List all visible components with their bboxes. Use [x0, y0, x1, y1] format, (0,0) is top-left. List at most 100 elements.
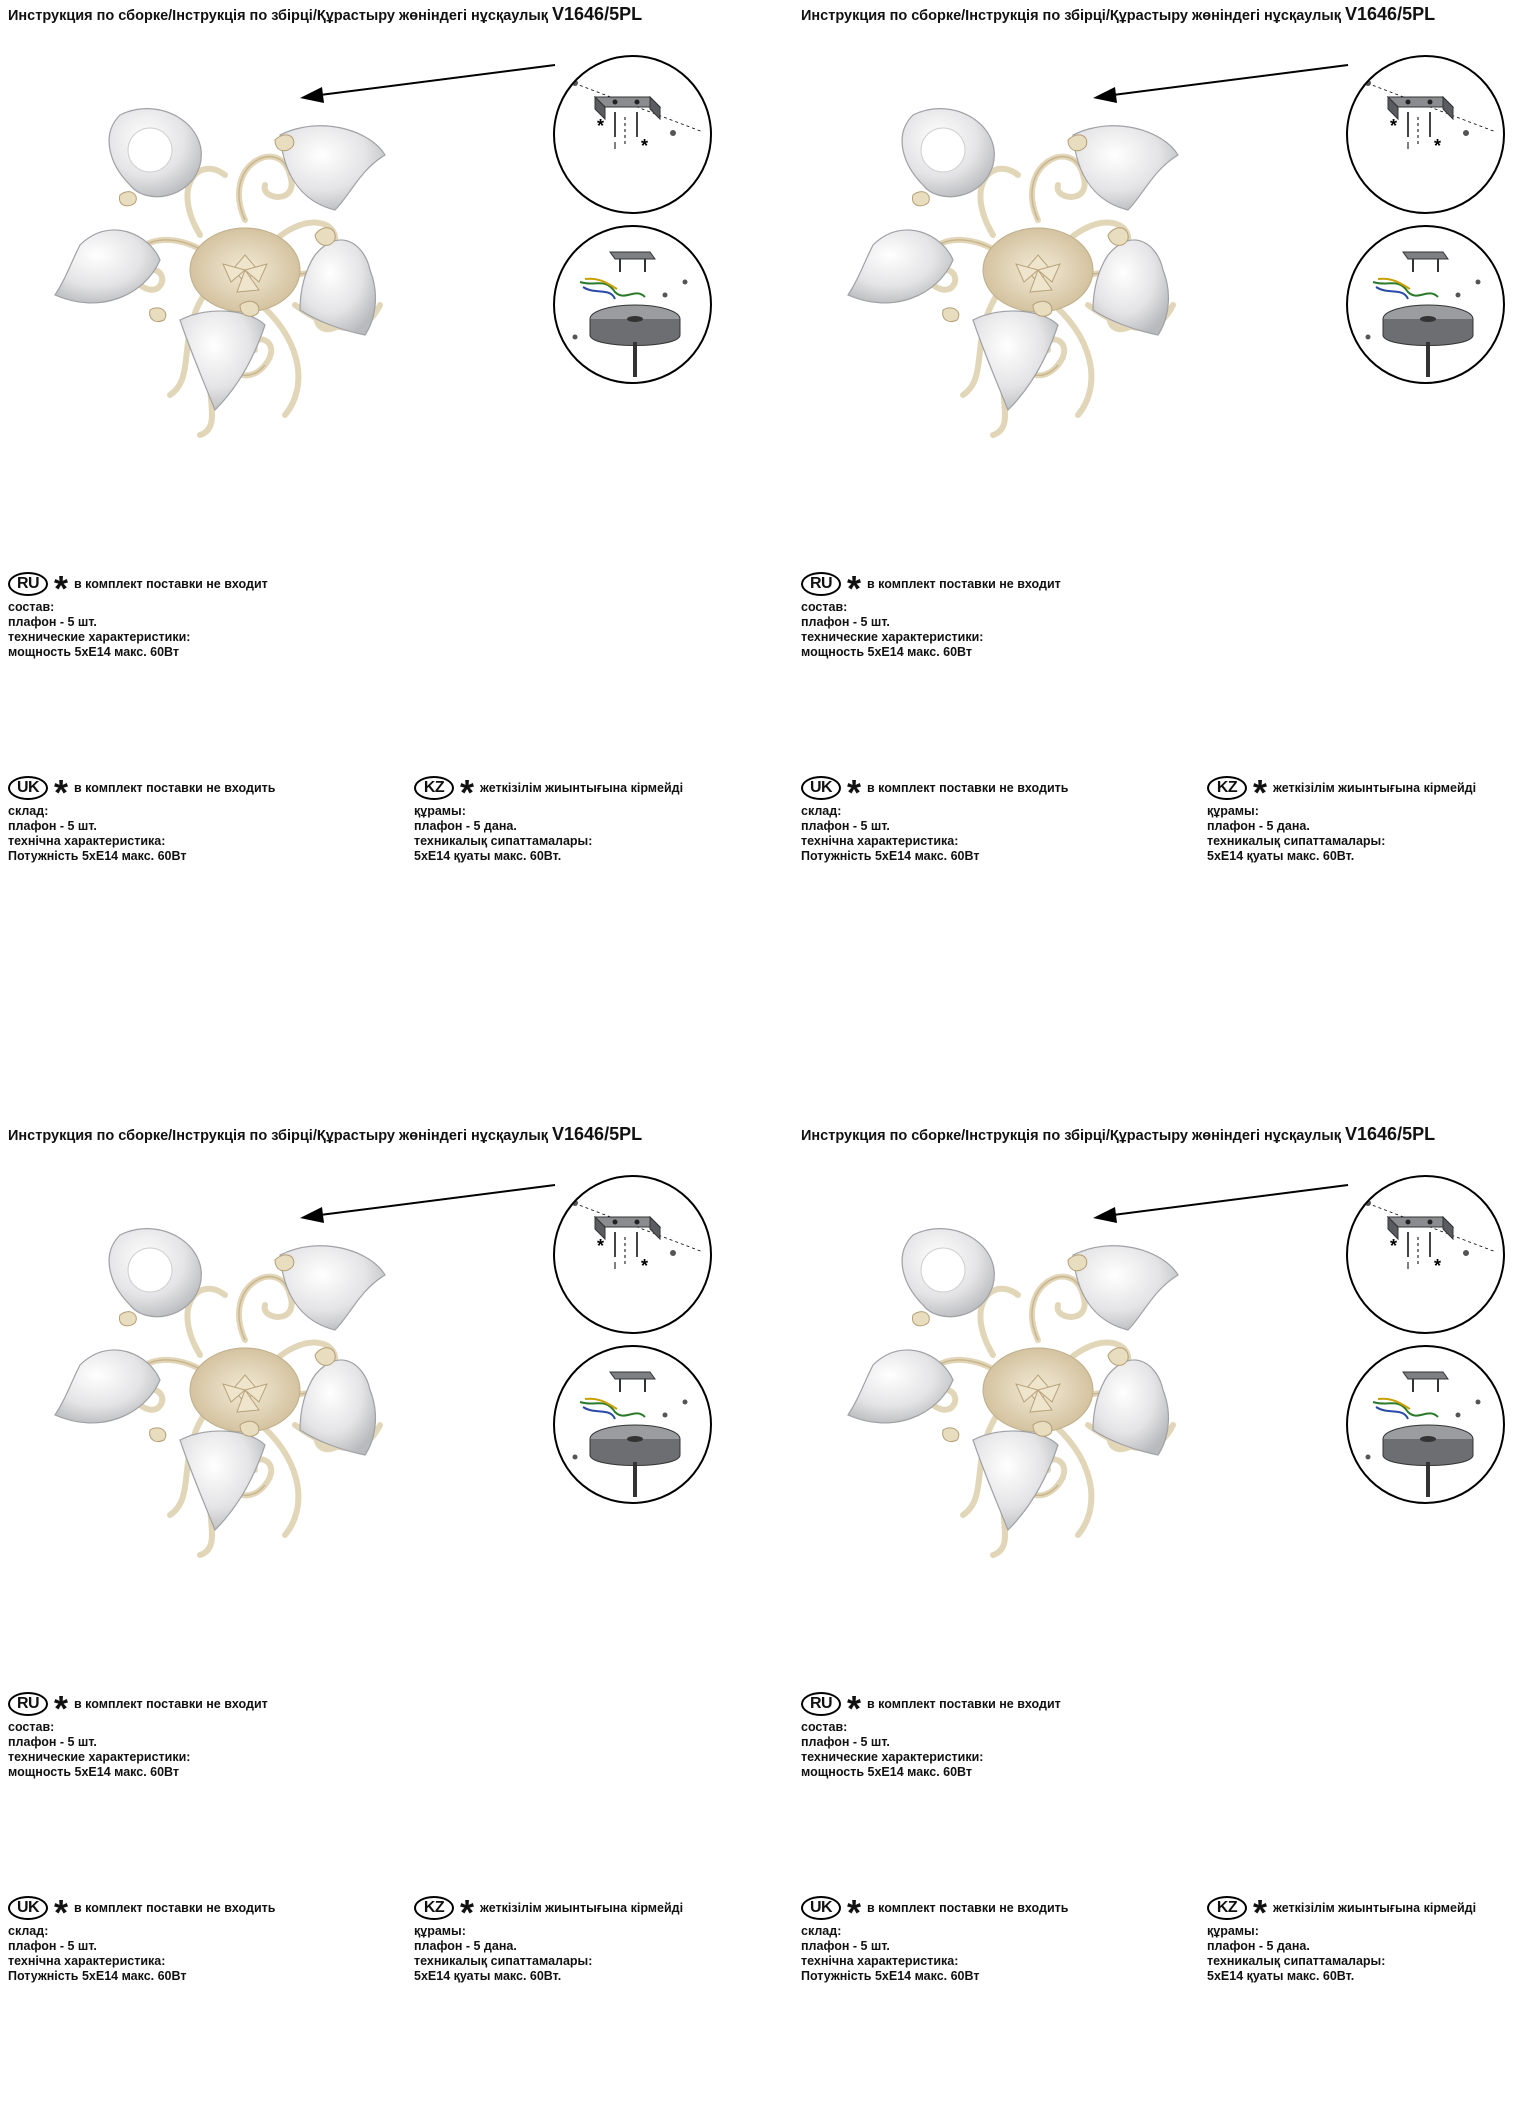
asterisk-mark: * — [460, 772, 475, 813]
mounting-bracket-diagram: * * — [1355, 78, 1497, 156]
ru-section: RU * в комплект поставки не входит соста… — [801, 570, 1061, 660]
pointer-arrow — [300, 64, 556, 103]
ru-line: плафон - 5 шт. — [801, 1735, 890, 1749]
chandelier-illustration — [847, 1228, 1179, 1558]
kz-line: 5хЕ14 қуаты макс. 60Вт. — [1207, 1969, 1355, 1983]
asterisk-mark: * — [847, 568, 862, 609]
instruction-panel: Инструкция по сборке/Інструкція по збірц… — [793, 1120, 1518, 2120]
title-text: Инструкция по сборке/Інструкція по збірц… — [801, 1128, 1341, 1144]
model-number: V1646/5PL — [1345, 4, 1436, 24]
svg-text:*: * — [1434, 136, 1441, 156]
asterisk-mark: * — [54, 772, 69, 813]
uk-section: UK * в комплект поставки не входить скла… — [8, 1894, 275, 1984]
ru-line: плафон - 5 шт. — [8, 615, 97, 629]
uk-language-badge: UK — [8, 1896, 48, 1920]
pointer-arrow — [1093, 1184, 1349, 1223]
ru-line: плафон - 5 шт. — [8, 1735, 97, 1749]
ru-line: технические характеристики: — [801, 630, 984, 644]
model-number: V1646/5PL — [1345, 1124, 1436, 1144]
uk-line: плафон - 5 шт. — [801, 819, 890, 833]
asterisk-mark: * — [54, 1688, 69, 1729]
kz-line: құрамы: — [414, 1924, 466, 1938]
uk-line: плафон - 5 шт. — [8, 819, 97, 833]
kz-section: KZ * жеткізілім жиынтығына кірмейді құра… — [1207, 1894, 1476, 1984]
ru-section: RU * в комплект поставки не входит соста… — [8, 570, 268, 660]
bracket-detail-circle: * * — [1346, 1175, 1505, 1334]
kz-line: техникалық сипаттамалары: — [414, 1954, 593, 1968]
asterisk-mark: * — [1253, 1892, 1268, 1933]
uk-line: склад: — [8, 1924, 49, 1938]
ru-line: мощность 5хЕ14 макс. 60Вт — [8, 645, 180, 659]
asterisk-mark: * — [54, 1892, 69, 1933]
kz-line: плафон - 5 дана. — [414, 1939, 517, 1953]
kz-not-included-note: жеткізілім жиынтығына кірмейді — [480, 780, 684, 795]
mounting-bracket-diagram: * * — [562, 1198, 704, 1276]
wiring-diagram — [1365, 251, 1481, 377]
uk-line: технічна характеристика: — [8, 834, 166, 848]
bracket-detail-circle: * * — [553, 1175, 712, 1334]
uk-line: Потужність 5хЕ14 макс. 60Вт — [8, 1969, 187, 1983]
kz-not-included-note: жеткізілім жиынтығына кірмейді — [1273, 780, 1477, 795]
uk-line: склад: — [801, 1924, 842, 1938]
kz-line: техникалық сипаттамалары: — [414, 834, 593, 848]
ru-line: состав: — [801, 600, 848, 614]
asterisk-mark: * — [847, 772, 862, 813]
ru-not-included-note: в комплект поставки не входит — [867, 576, 1061, 591]
asterisk-mark: * — [1253, 772, 1268, 813]
asterisk-mark: * — [847, 1688, 862, 1729]
asterisk-mark: * — [460, 1892, 475, 1933]
chandelier-illustration — [54, 1228, 386, 1558]
kz-section: KZ * жеткізілім жиынтығына кірмейді құра… — [414, 1894, 683, 1984]
model-number: V1646/5PL — [552, 1124, 643, 1144]
uk-section: UK * в комплект поставки не входить скла… — [8, 774, 275, 864]
uk-line: технічна характеристика: — [801, 834, 959, 848]
kz-line: плафон - 5 дана. — [1207, 1939, 1310, 1953]
wiring-detail-circle — [1346, 1345, 1505, 1504]
ru-line: состав: — [801, 1720, 848, 1734]
ru-not-included-note: в комплект поставки не входит — [867, 1696, 1061, 1711]
kz-line: 5хЕ14 қуаты макс. 60Вт. — [1207, 849, 1355, 863]
svg-text:*: * — [1390, 1236, 1397, 1256]
wiring-detail-circle — [553, 1345, 712, 1504]
bracket-detail-circle: * * — [553, 55, 712, 214]
page-title: Инструкция по сборке/Інструкція по збірц… — [8, 4, 642, 25]
title-text: Инструкция по сборке/Інструкція по збірц… — [8, 1128, 548, 1144]
asterisk-mark: * — [54, 568, 69, 609]
title-text: Инструкция по сборке/Інструкція по збірц… — [8, 8, 548, 24]
ru-line: технические характеристики: — [801, 1750, 984, 1764]
pointer-arrow — [300, 1184, 556, 1223]
page-title: Инструкция по сборке/Інструкція по збірц… — [801, 1124, 1435, 1145]
uk-line: плафон - 5 шт. — [801, 1939, 890, 1953]
page-title: Инструкция по сборке/Інструкція по збірц… — [8, 1124, 642, 1145]
kz-language-badge: KZ — [1207, 1896, 1247, 1920]
ru-line: мощность 5хЕ14 макс. 60Вт — [8, 1765, 180, 1779]
chandelier-illustration — [847, 108, 1179, 438]
ru-language-badge: RU — [8, 1692, 48, 1716]
kz-line: құрамы: — [1207, 1924, 1259, 1938]
uk-line: технічна характеристика: — [801, 1954, 959, 1968]
uk-not-included-note: в комплект поставки не входить — [74, 780, 276, 795]
kz-line: плафон - 5 дана. — [414, 819, 517, 833]
instruction-panel: Инструкция по сборке/Інструкція по збірц… — [0, 0, 759, 1000]
ru-line: мощность 5хЕ14 макс. 60Вт — [801, 645, 973, 659]
kz-line: 5хЕ14 қуаты макс. 60Вт. — [414, 849, 562, 863]
wiring-detail-circle — [553, 225, 712, 384]
ru-not-included-note: в комплект поставки не входит — [74, 1696, 268, 1711]
uk-not-included-note: в комплект поставки не входить — [867, 780, 1069, 795]
kz-language-badge: KZ — [414, 1896, 454, 1920]
bracket-detail-circle: * * — [1346, 55, 1505, 214]
ru-line: технические характеристики: — [8, 1750, 191, 1764]
uk-line: Потужність 5хЕ14 макс. 60Вт — [8, 849, 187, 863]
ru-line: состав: — [8, 600, 55, 614]
title-text: Инструкция по сборке/Інструкція по збірц… — [801, 8, 1341, 24]
svg-text:*: * — [641, 1256, 648, 1276]
kz-language-badge: KZ — [1207, 776, 1247, 800]
kz-line: техникалық сипаттамалары: — [1207, 834, 1386, 848]
uk-line: Потужність 5хЕ14 макс. 60Вт — [801, 1969, 980, 1983]
uk-not-included-note: в комплект поставки не входить — [74, 1900, 276, 1915]
svg-text:*: * — [597, 1236, 604, 1256]
uk-section: UK * в комплект поставки не входить скла… — [801, 774, 1068, 864]
kz-not-included-note: жеткізілім жиынтығына кірмейді — [480, 1900, 684, 1915]
uk-section: UK * в комплект поставки не входить скла… — [801, 1894, 1068, 1984]
kz-language-badge: KZ — [414, 776, 454, 800]
